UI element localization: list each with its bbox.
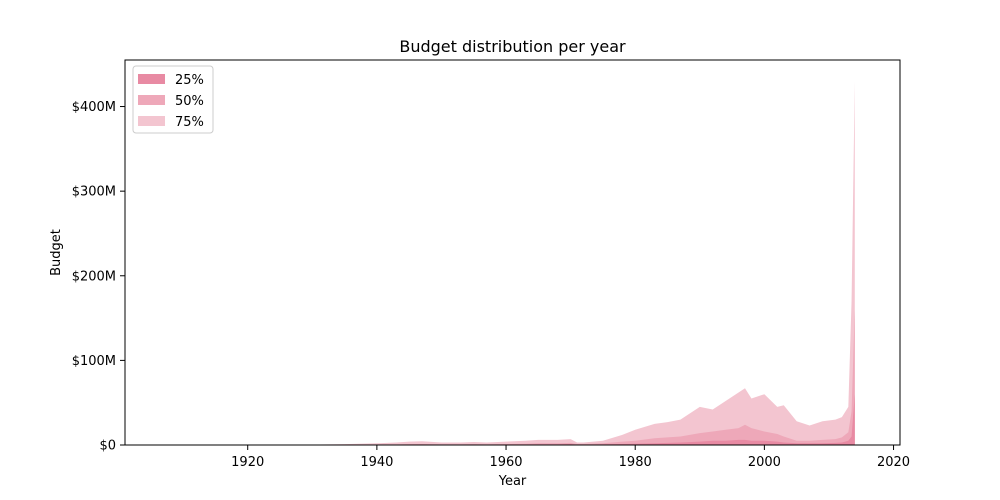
legend-label: 75% [175, 115, 204, 130]
legend-swatch [138, 116, 165, 126]
chart-title: Budget distribution per year [399, 37, 626, 56]
y-tick-label: $300M [72, 185, 116, 200]
x-tick-label: 1980 [619, 455, 652, 470]
y-axis-label: Budget [49, 229, 64, 276]
y-tick-label: $200M [72, 269, 116, 284]
legend-swatch [138, 95, 165, 105]
x-tick-label: 1920 [231, 455, 264, 470]
x-tick-label: 1940 [360, 455, 393, 470]
x-tick-label: 1960 [489, 455, 522, 470]
legend-swatch [138, 74, 165, 84]
legend: 25% 50% 75% [132, 65, 214, 134]
area-series-3 [215, 81, 855, 446]
y-axis-ticks: $0 $100M $200M $300M $400M [72, 100, 125, 454]
y-tick-label: $0 [99, 439, 116, 454]
y-tick-label: $400M [72, 100, 116, 115]
y-tick-label: $100M [72, 354, 116, 369]
plot-frame [124, 59, 901, 446]
x-axis-label: Year [498, 474, 527, 489]
x-tick-label: 2020 [877, 455, 910, 470]
x-axis-ticks: 1920 1940 1960 1980 2000 2020 [231, 445, 910, 470]
legend-label: 50% [175, 94, 204, 109]
x-tick-label: 2000 [748, 455, 781, 470]
area-series-group [215, 81, 855, 446]
legend-label: 25% [175, 73, 204, 88]
